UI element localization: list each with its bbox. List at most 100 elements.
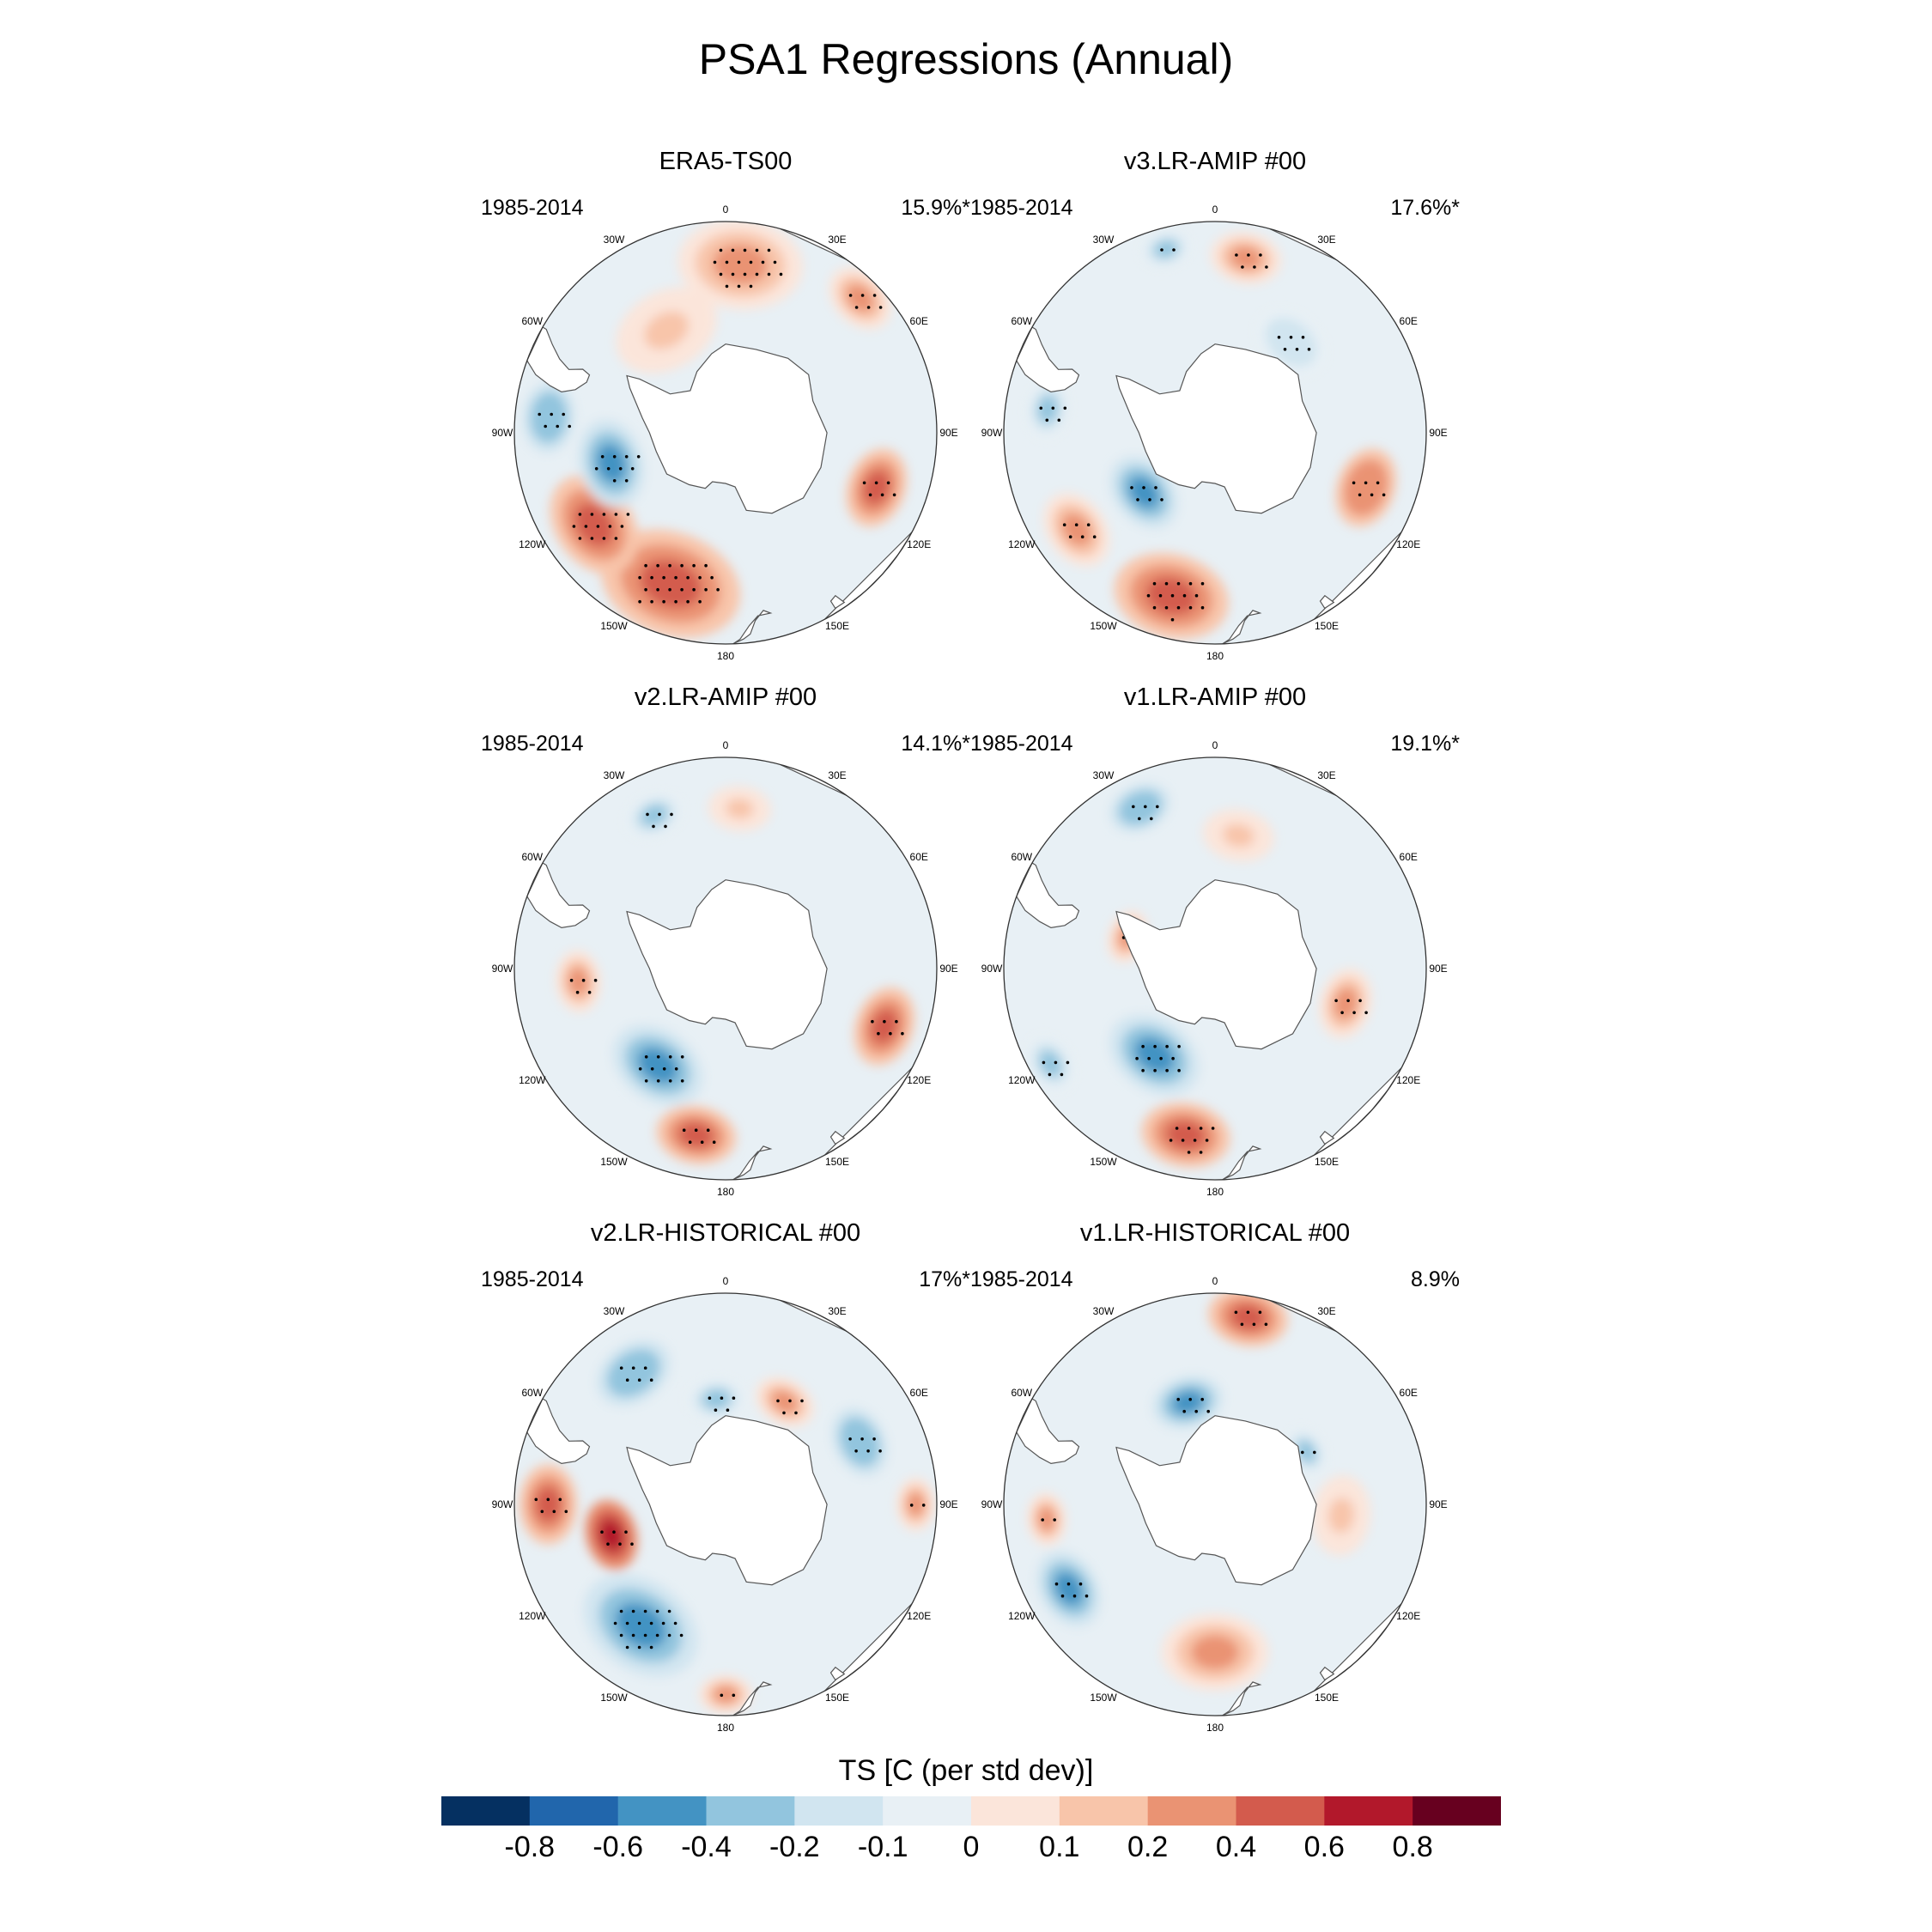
significance-dot [673, 1621, 677, 1625]
significance-dot [593, 978, 598, 982]
longitude-label: 90W [492, 1498, 513, 1510]
significance-dot [1042, 1060, 1046, 1065]
anomaly-contour [1037, 1507, 1055, 1531]
significance-dot [1051, 406, 1055, 410]
panel-title: v2.LR-HISTORICAL #00 [590, 1219, 861, 1247]
longitude-label: 120E [1396, 538, 1420, 550]
significance-dot [594, 467, 598, 471]
panel-variance: 17%* [919, 1267, 970, 1291]
anomaly-contour [714, 1686, 738, 1704]
significance-dot [668, 1055, 672, 1059]
significance-dot [624, 455, 629, 459]
significance-dot [1175, 1127, 1179, 1130]
significance-dot [1307, 348, 1311, 351]
panel-period: 1985-2014 [970, 196, 1073, 220]
significance-dot [866, 1449, 870, 1453]
longitude-label: 120E [1396, 1074, 1420, 1086]
significance-dot [1194, 1409, 1198, 1413]
longitude-label: 60E [910, 1387, 928, 1399]
significance-dot [581, 978, 586, 982]
anomaly-contour [907, 1492, 925, 1516]
significance-dot [743, 272, 747, 276]
longitude-label: 0 [1212, 739, 1218, 751]
longitude-label: 30E [1317, 234, 1335, 246]
significance-dot [656, 1079, 660, 1083]
significance-dot [1171, 1056, 1175, 1060]
longitude-label: 180 [1206, 650, 1224, 662]
significance-dot [720, 1396, 724, 1400]
significance-dot [637, 1645, 641, 1649]
significance-dot [800, 1399, 804, 1403]
significance-dot [706, 1128, 710, 1132]
longitude-label: 30W [604, 1305, 625, 1317]
significance-dot [1199, 1127, 1203, 1130]
significance-dot [1358, 999, 1362, 1003]
anomaly-contour [1172, 1390, 1204, 1414]
significance-dot [1160, 498, 1163, 501]
colorbar-title: TS [C (per std dev)] [838, 1754, 1094, 1787]
significance-dot [1063, 406, 1067, 410]
significance-dot [1240, 1322, 1244, 1327]
significance-dot [767, 248, 771, 252]
anomaly-contour [568, 968, 589, 995]
significance-dot [649, 1378, 653, 1382]
map-border [513, 1292, 938, 1716]
longitude-label: 0 [723, 204, 729, 216]
longitude-label: 60E [910, 851, 928, 863]
significance-dot [638, 599, 641, 604]
significance-dot [1141, 1068, 1145, 1072]
significance-dot [1153, 1068, 1157, 1072]
longitude-label: 90E [1429, 963, 1447, 975]
significance-dot [1265, 265, 1268, 269]
significance-dot [552, 1510, 556, 1514]
significance-dot [625, 1378, 629, 1382]
panel-title: v2.LR-AMIP #00 [634, 683, 817, 711]
longitude-label: 60E [1400, 851, 1418, 863]
panel-period: 1985-2014 [481, 1267, 584, 1291]
anomaly-contour [678, 1121, 714, 1148]
significance-dot [708, 1396, 712, 1400]
significance-dot [619, 1633, 623, 1637]
anomaly-contour [702, 1388, 731, 1410]
significance-dot [1150, 817, 1153, 821]
significance-dot [1130, 486, 1133, 489]
longitude-label: 90W [981, 963, 1003, 975]
significance-dot [868, 493, 872, 497]
longitude-label: 180 [717, 650, 734, 662]
polar-map: 0 30E 60E 90E 120E 150E 180 150W 120W 90W 60W 30W [981, 739, 1448, 1198]
anomaly-contour [1334, 987, 1358, 1019]
significance-dot [1277, 336, 1281, 339]
panel-period: 1985-2014 [970, 1267, 1073, 1291]
longitude-label: 90E [1429, 427, 1447, 439]
significance-dot [1177, 1044, 1181, 1048]
longitude-label: 150W [1090, 1692, 1117, 1704]
significance-dot [692, 563, 696, 568]
significance-dot [1084, 1594, 1089, 1598]
significance-dot [578, 513, 582, 516]
significance-dot [854, 1449, 858, 1453]
panel-variance: 15.9%* [901, 196, 970, 220]
longitude-label: 30W [1093, 769, 1115, 781]
significance-dot [662, 599, 665, 604]
longitude-label: 150E [825, 1692, 849, 1704]
significance-dot [782, 1411, 786, 1415]
anomaly-contour [1328, 1498, 1354, 1534]
significance-dot [779, 272, 783, 276]
significance-dot [550, 412, 553, 416]
significance-dot [606, 1542, 610, 1546]
longitude-label: 30E [828, 1305, 846, 1317]
significance-dot [713, 260, 717, 264]
significance-dot [658, 812, 661, 817]
significance-dot [668, 563, 671, 568]
significance-dot [1054, 1582, 1059, 1586]
significance-dot [1346, 999, 1350, 1003]
significance-dot [1041, 1518, 1044, 1522]
significance-dot [618, 467, 623, 471]
longitude-label: 150E [825, 620, 849, 632]
significance-dot [674, 1067, 678, 1071]
significance-dot [1132, 805, 1135, 809]
longitude-label: 30E [1317, 769, 1335, 781]
anomaly-contour [1039, 1050, 1062, 1077]
significance-dot [892, 493, 896, 497]
significance-dot [1187, 1127, 1191, 1130]
